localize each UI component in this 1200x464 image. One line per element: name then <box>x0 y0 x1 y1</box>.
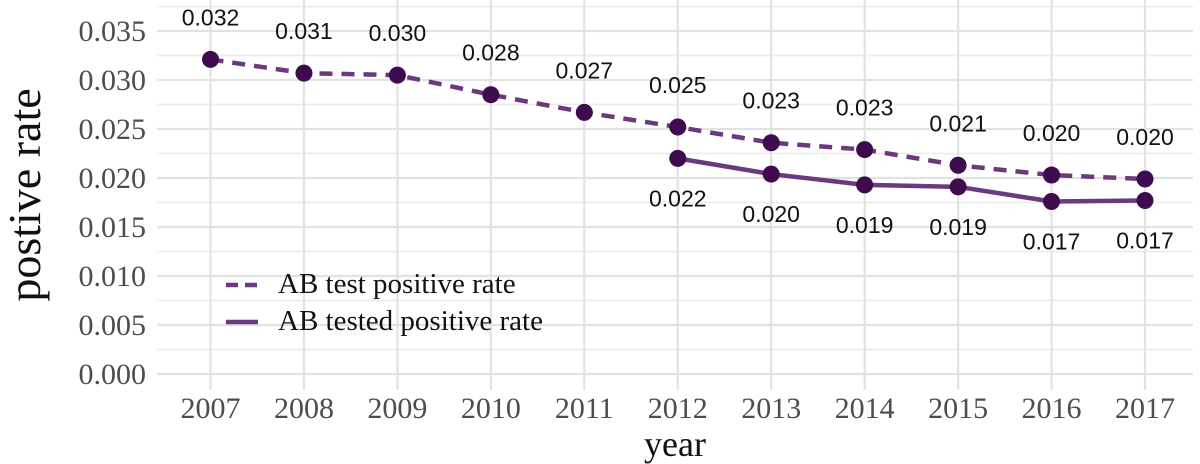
data-point <box>202 50 219 68</box>
data-label: 0.027 <box>556 57 614 83</box>
data-point <box>1043 166 1061 184</box>
y-tick-label: 0.000 <box>79 358 147 391</box>
data-label: 0.020 <box>1023 120 1081 146</box>
data-point <box>762 134 780 152</box>
data-label: 0.020 <box>742 201 800 227</box>
data-point <box>1043 193 1061 211</box>
data-point <box>1136 170 1154 188</box>
data-point <box>388 66 406 84</box>
x-tick-label: 2011 <box>555 392 614 425</box>
series-line-solid <box>677 156 1146 204</box>
legend-item-ab-test-positive-rate: AB test positive rate <box>225 266 543 303</box>
data-point <box>1136 192 1154 210</box>
x-tick-label: 2013 <box>741 392 801 425</box>
y-tick-label: 0.025 <box>79 113 147 146</box>
data-label: 0.019 <box>836 212 894 238</box>
data-label: 0.017 <box>1116 228 1174 254</box>
data-label: 0.017 <box>1023 229 1081 255</box>
data-label: 0.019 <box>929 214 987 240</box>
y-tick-label: 0.015 <box>79 211 147 244</box>
data-point <box>949 178 967 196</box>
x-tick-label: 2009 <box>367 392 427 425</box>
x-tick-label: 2007 <box>181 392 241 425</box>
y-tick-label: 0.010 <box>79 260 147 293</box>
y-axis-title: postive rate <box>0 88 50 302</box>
data-label: 0.025 <box>649 72 707 98</box>
data-label: 0.021 <box>929 110 987 136</box>
data-point <box>669 118 687 136</box>
x-tick-label: 2012 <box>648 392 708 425</box>
solid-line-key-icon <box>226 319 258 324</box>
legend-label: AB test positive rate <box>278 268 516 300</box>
legend-label: AB tested positive rate <box>278 305 543 337</box>
y-tick-label: 0.035 <box>79 15 147 48</box>
y-tick-label: 0.030 <box>79 64 147 97</box>
data-label: 0.020 <box>1116 124 1174 150</box>
data-point <box>482 86 500 104</box>
y-tick-label: 0.005 <box>79 309 147 342</box>
data-point <box>856 141 874 159</box>
data-point <box>949 156 967 174</box>
x-tick-label: 2008 <box>274 392 334 425</box>
y-tick-label: 0.020 <box>79 162 147 195</box>
x-tick-label: 2014 <box>835 392 895 425</box>
legend: AB test positive rate AB tested positive… <box>225 266 543 340</box>
data-label: 0.028 <box>462 40 520 66</box>
data-point <box>575 103 593 121</box>
data-label: 0.031 <box>275 18 333 44</box>
data-point <box>856 176 874 194</box>
x-tick-label: 2017 <box>1115 392 1175 425</box>
x-axis-title: year <box>644 424 706 464</box>
data-label: 0.023 <box>836 95 894 121</box>
legend-item-ab-tested-positive-rate: AB tested positive rate <box>225 303 543 340</box>
data-label: 0.030 <box>369 20 427 46</box>
data-label: 0.032 <box>182 4 240 30</box>
x-tick-label: 2010 <box>461 392 521 425</box>
data-label: 0.023 <box>742 88 800 114</box>
data-point <box>295 64 313 82</box>
data-point <box>762 165 780 183</box>
x-tick-label: 2016 <box>1022 392 1082 425</box>
data-label: 0.022 <box>649 185 707 211</box>
data-point <box>669 149 687 167</box>
dashed-line-key-icon <box>226 282 258 287</box>
x-tick-label: 2015 <box>928 392 988 425</box>
